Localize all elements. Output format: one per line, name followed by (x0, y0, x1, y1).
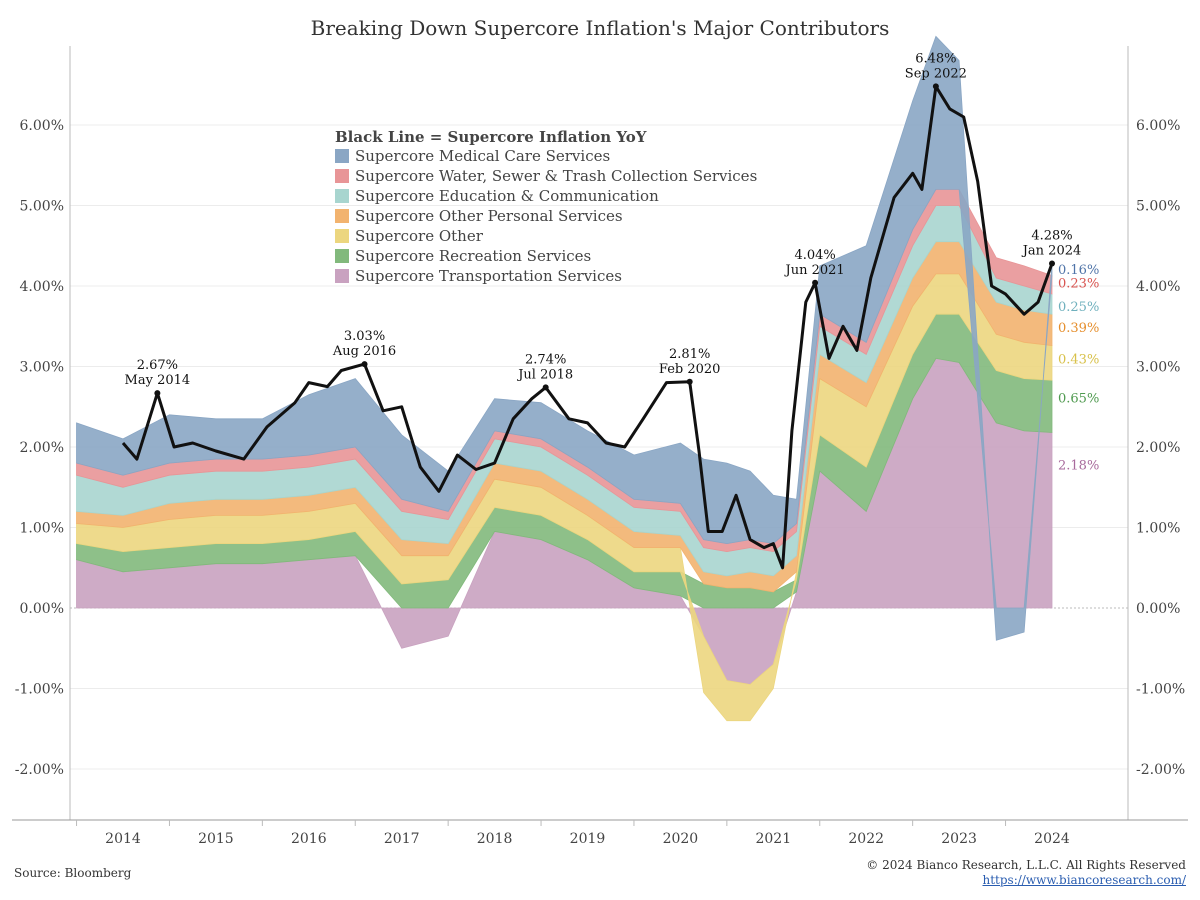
x-tick-label: 2017 (384, 831, 420, 847)
y-tick-label-left: 3.00% (20, 360, 64, 376)
x-tick-label: 2016 (291, 831, 327, 847)
end-value-label: 2.18% (1058, 459, 1099, 474)
annotation-value: 4.04% (794, 248, 835, 263)
legend-label: Supercore Water, Sewer & Trash Collectio… (355, 167, 757, 185)
end-value-label: 0.16% (1058, 263, 1099, 278)
y-tick-label-left: 0.00% (20, 601, 64, 617)
y-tick-label-left: 2.00% (20, 440, 64, 456)
source-link[interactable]: https://www.biancoresearch.com/ (982, 873, 1186, 887)
legend-swatch (335, 189, 349, 203)
x-tick-label: 2020 (663, 831, 699, 847)
end-value-label: 0.65% (1058, 392, 1099, 407)
y-tick-label-right: 2.00% (1136, 440, 1180, 456)
x-tick-label: 2018 (477, 831, 513, 847)
y-tick-label-right: -2.00% (1136, 762, 1185, 778)
end-value-label: 0.39% (1058, 321, 1099, 336)
y-tick-label-right: 3.00% (1136, 360, 1180, 376)
annotation-value: 4.28% (1031, 228, 1072, 243)
legend-swatch (335, 229, 349, 243)
y-tick-label-right: 1.00% (1136, 521, 1180, 537)
x-tick-label: 2023 (941, 831, 977, 847)
legend-label: Supercore Other Personal Services (355, 207, 623, 225)
annotation-date: Aug 2016 (332, 344, 396, 359)
annotation-value: 2.74% (525, 352, 566, 367)
annotation-marker (686, 378, 693, 385)
y-tick-label-left: 6.00% (20, 118, 64, 134)
annotation-value: 2.81% (669, 347, 710, 362)
area-supercore-medical-care-services (76, 35, 1053, 641)
legend-label: Supercore Recreation Services (355, 247, 591, 265)
x-tick-label: 2024 (1034, 831, 1070, 847)
legend-title: Black Line = Supercore Inflation YoY (335, 128, 647, 146)
y-tick-label-left: -2.00% (15, 762, 64, 778)
annotation-value: 2.67% (137, 358, 178, 373)
legend-label: Supercore Transportation Services (355, 267, 622, 285)
chart-title: Breaking Down Supercore Inflation's Majo… (310, 16, 890, 40)
y-tick-label-right: 0.00% (1136, 601, 1180, 617)
annotation-marker (542, 384, 549, 391)
supercore-line (121, 84, 1054, 570)
annotation-date: Jun 2021 (784, 263, 845, 278)
legend-label: Supercore Education & Communication (355, 187, 659, 205)
legend-swatch (335, 169, 349, 183)
annotation-marker (154, 390, 161, 397)
y-tick-label-right: -1.00% (1136, 682, 1185, 698)
annotation-date: Feb 2020 (659, 362, 721, 377)
y-tick-label-right: 4.00% (1136, 279, 1180, 295)
annotations: 2.67%May 2014 3.03%Aug 2016 2.74%Jul 2018 2… (125, 51, 1082, 397)
annotation-date: Jan 2024 (1021, 243, 1082, 258)
annotation-date: May 2014 (125, 373, 191, 388)
source-note: Source: Bloomberg (14, 866, 132, 880)
y-tick-label-right: 5.00% (1136, 199, 1180, 215)
x-tick-label: 2019 (570, 831, 606, 847)
x-tick-label: 2014 (105, 831, 141, 847)
axes-frame: 2014 2015 2016 2017 2018 2019 2020 2021 2022 2023… (12, 46, 1188, 847)
y-tick-label-left: 1.00% (20, 521, 64, 537)
stacked-areas (76, 35, 1053, 722)
annotation-marker (361, 361, 368, 368)
annotation-date: Jul 2018 (516, 367, 573, 382)
annotation-value: 3.03% (344, 329, 385, 344)
y-tick-label-left: -1.00% (15, 682, 64, 698)
legend-label: Supercore Other (355, 227, 484, 245)
legend: Black Line = Supercore Inflation YoYSupe… (335, 128, 757, 285)
end-labels: 0.16%0.23% 0.25% 0.39% 0.43% 0.65% 2.18% (1058, 263, 1099, 474)
x-tick-label: 2015 (198, 831, 234, 847)
supercore-line-layer (121, 84, 1054, 570)
end-value-label: 0.23% (1058, 277, 1099, 292)
y-tick-label-right: 6.00% (1136, 118, 1180, 134)
legend-swatch (335, 269, 349, 283)
x-tick-label: 2021 (755, 831, 791, 847)
annotation-marker (1049, 260, 1055, 267)
legend-swatch (335, 209, 349, 223)
annotation-marker (932, 83, 939, 90)
y-tick-label-left: 4.00% (20, 279, 64, 295)
copyright-note: © 2024 Bianco Research, L.L.C. All Right… (866, 858, 1186, 872)
legend-swatch (335, 149, 349, 163)
annotation-value: 6.48% (915, 51, 956, 66)
y-tick-label-left: 5.00% (20, 199, 64, 215)
end-value-label: 0.25% (1058, 300, 1099, 315)
legend-label: Supercore Medical Care Services (355, 147, 610, 165)
annotation-marker (812, 279, 819, 286)
end-value-label: 0.43% (1058, 352, 1099, 367)
annotation-date: Sep 2022 (905, 66, 967, 81)
legend-swatch (335, 249, 349, 263)
x-tick-label: 2022 (848, 831, 884, 847)
